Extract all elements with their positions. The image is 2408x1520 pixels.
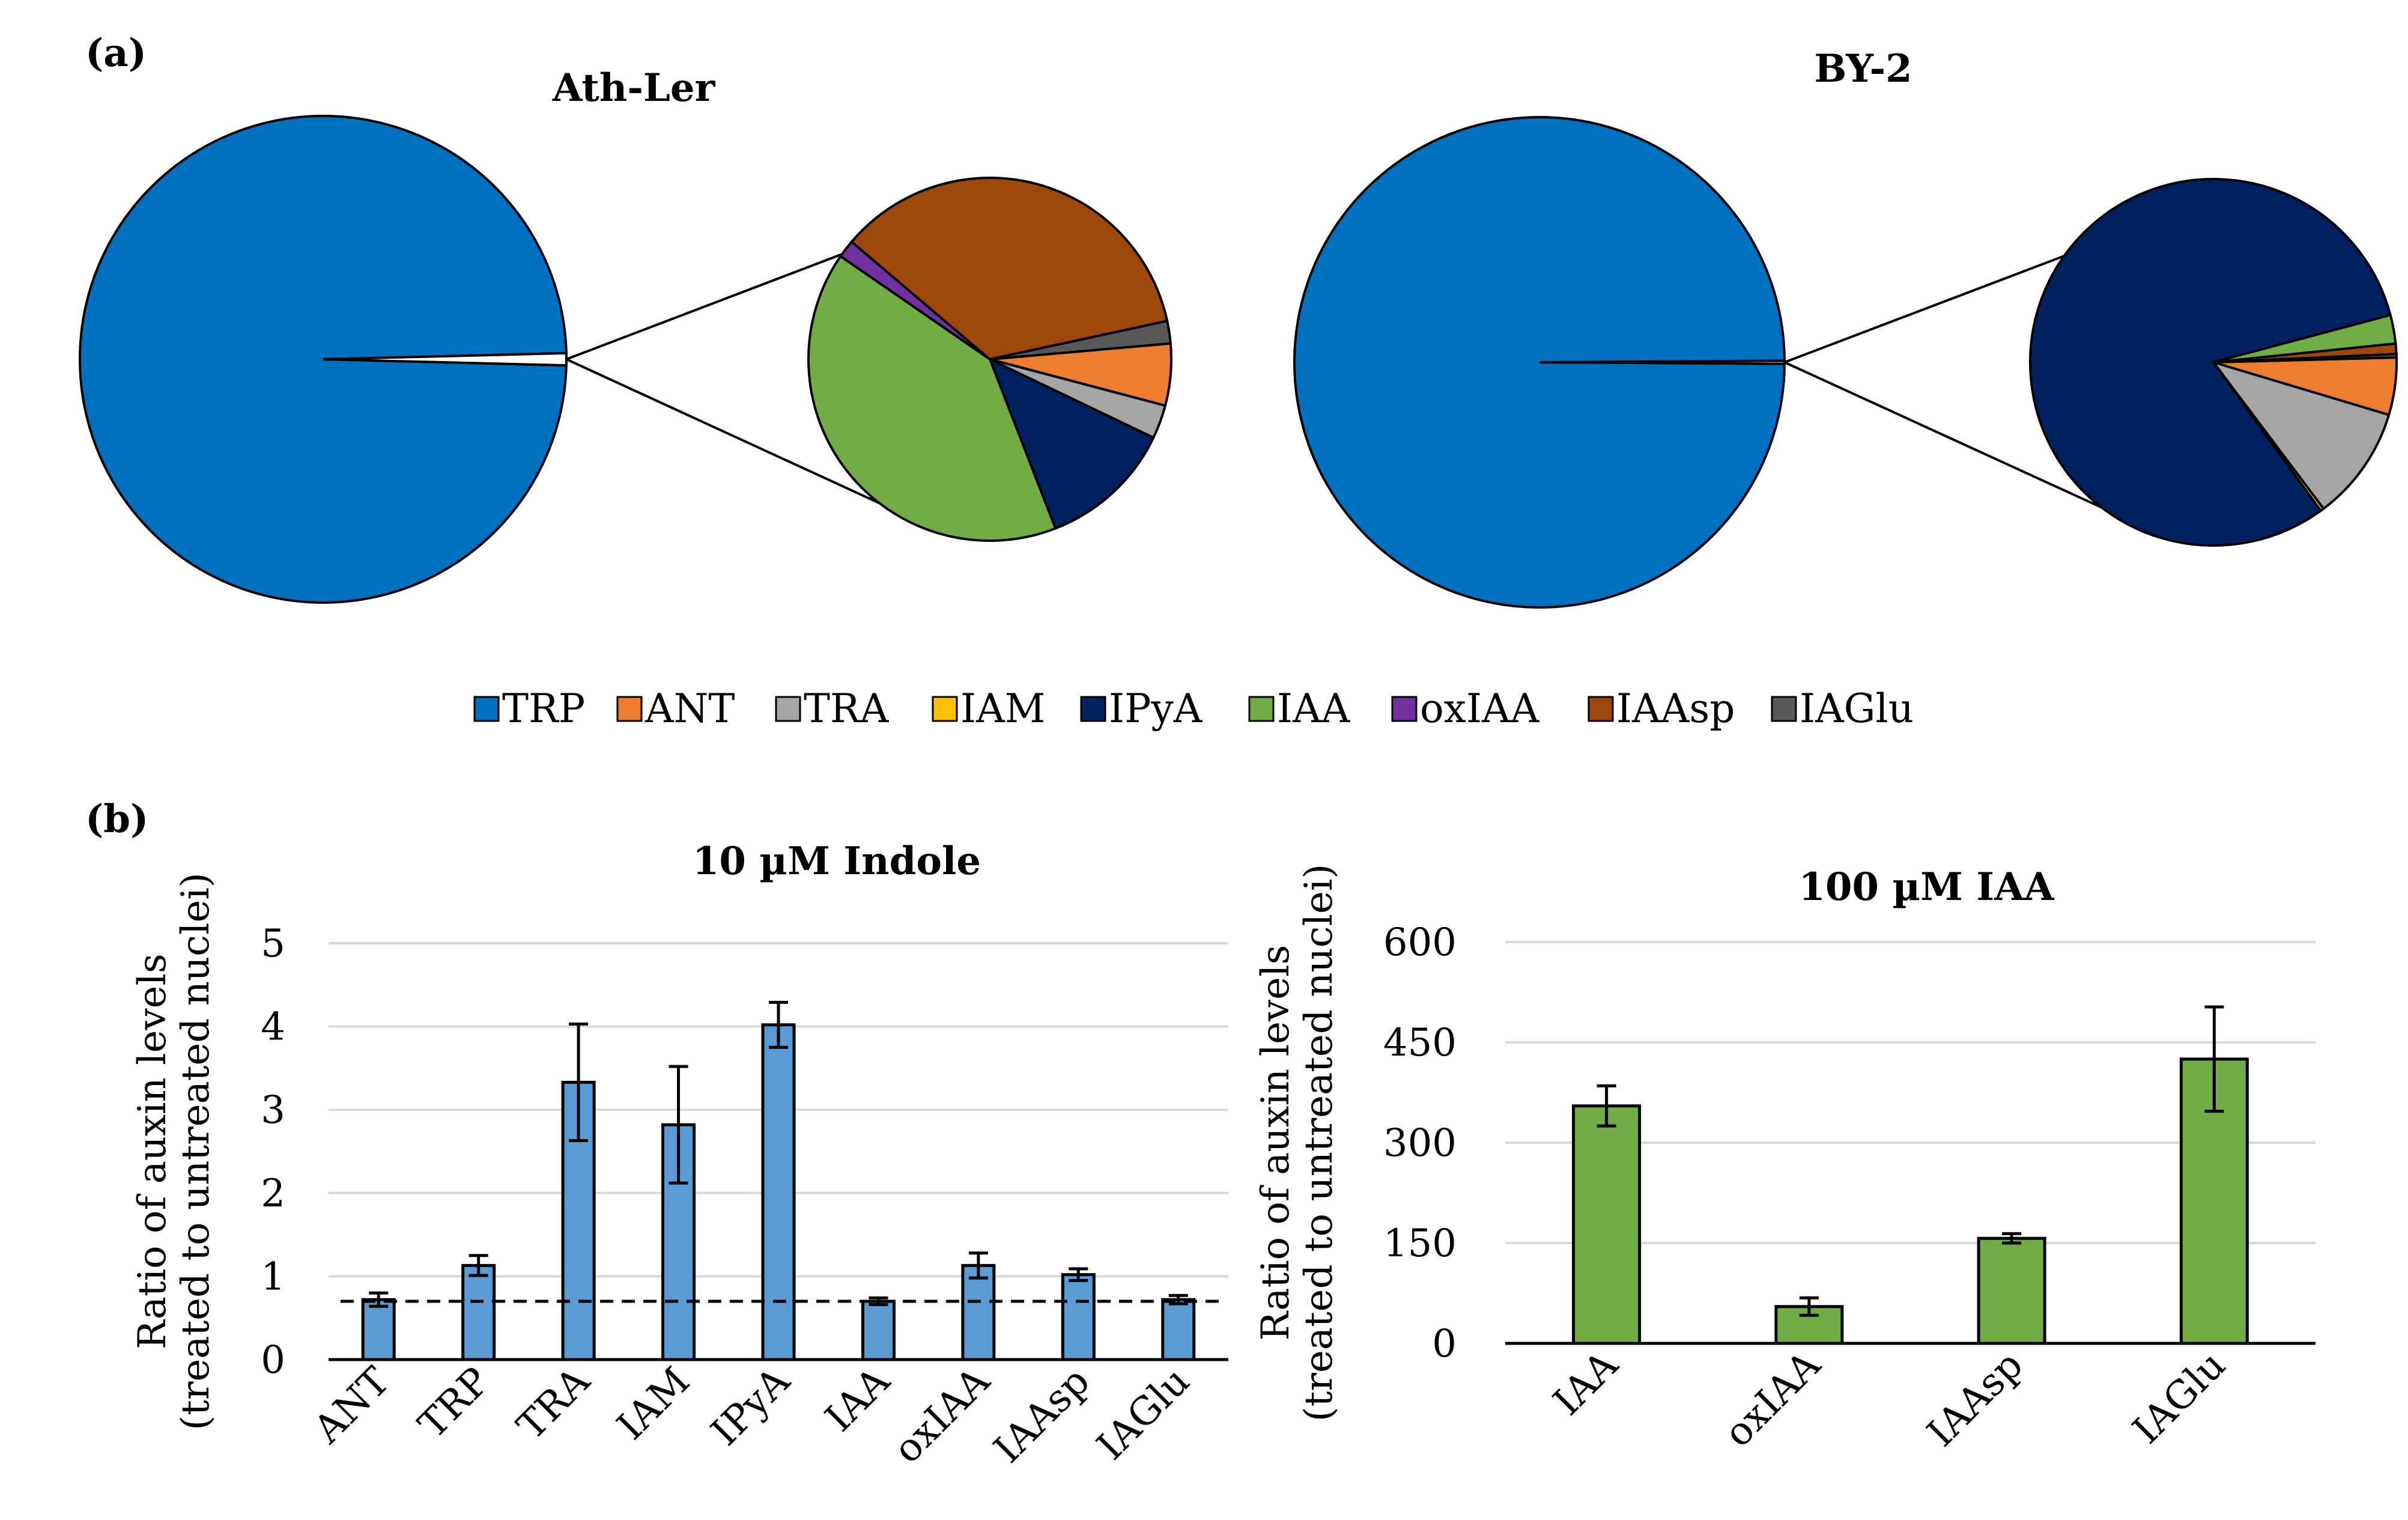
y-tick-label: 450 [1383, 1021, 1457, 1065]
pie-title-ath-ler: Ath-Ler [552, 65, 716, 111]
pie-slice-ath-ler-other [323, 351, 568, 367]
error-bar-trp [469, 1254, 488, 1277]
legend-label-ipya: IPyA [1109, 686, 1203, 732]
pie-detail-slice-ath-ler-iaa [807, 254, 1057, 542]
legend-swatch-iaasp [1588, 696, 1614, 722]
bar-10-m-indole-ipya [761, 1023, 796, 1361]
panel-b-label: (b) [85, 797, 148, 842]
y-tick-label: 3 [261, 1088, 285, 1132]
y-tick-label: 1 [261, 1254, 285, 1299]
error-bar-ipya [769, 1000, 788, 1049]
legend-swatch-iaa [1248, 696, 1275, 722]
error-bar-iaglu [1168, 1294, 1188, 1306]
legend-swatch-ipya [1080, 696, 1106, 722]
legend-label-iaglu: IAGlu [1800, 686, 1914, 732]
error-bar-oxiaa [968, 1251, 988, 1280]
pie-detail-slice-ath-ler-ipya [987, 357, 1156, 530]
legend-swatch-ant [616, 696, 643, 722]
legend-label-iaasp: IAAsp [1616, 686, 1735, 732]
error-bar-ant [369, 1291, 389, 1308]
legend-label-ant: ANT [644, 686, 735, 732]
legend-label-tra: TRA [804, 686, 890, 732]
legend-label-oxiaa: oxIAA [1420, 686, 1540, 732]
pie-detail-slice-ath-ler-iaasp [850, 177, 1169, 361]
error-bar-iam [669, 1065, 688, 1185]
y-tick-label: 150 [1383, 1221, 1457, 1266]
legend-label-iam: IAM [960, 686, 1045, 732]
legend: TRP ANT TRA IAM IPyA IAA oxIAA IAAsp IAGlu [473, 686, 1914, 732]
bar-100-m-iaa-iaa [1572, 1104, 1642, 1345]
y-axis-label: Ratio of auxin levels(treated to untreat… [130, 872, 218, 1430]
legend-label-trp: TRP [502, 686, 585, 732]
bar-title-100-m-iaa: 100 µM IAA [1798, 865, 2054, 910]
y-tick-label: 300 [1383, 1121, 1457, 1166]
bar-10-m-indole-iaa [861, 1300, 896, 1361]
bar-title-10-m-indole: 10 µM Indole [693, 839, 981, 884]
y-tick-label: 5 [261, 922, 285, 966]
bar-10-m-indole-oxiaa [961, 1263, 996, 1361]
bar-100-m-iaa-iaasp [1977, 1236, 2046, 1345]
pie-detail-slice-by-2-tra [2210, 360, 2391, 511]
pie-chart-by2 [1293, 116, 2398, 609]
bar-10-m-indole-trp [461, 1263, 496, 1361]
y-tick-label: 4 [261, 1005, 285, 1050]
legend-swatch-iam [932, 696, 958, 722]
pie-chart-ath-ler [79, 115, 1172, 604]
legend-swatch-oxiaa [1391, 696, 1418, 722]
error-bar-iaglu [2204, 1005, 2224, 1113]
bar-10-m-indole-ant [361, 1298, 396, 1361]
error-bar-iaa [869, 1296, 888, 1307]
pie-connector-bottom [1784, 361, 2114, 514]
pie-detail-slice-by-2-iaglu [2213, 353, 2398, 363]
pie-slice-by-2-other [1539, 359, 1786, 365]
error-bar-iaasp [2002, 1232, 2022, 1245]
pie-detail-slice-ath-ler-iaglu [989, 319, 1172, 360]
legend-swatch-iaglu [1771, 696, 1797, 722]
pie-title-by2: BY-2 [1814, 46, 1912, 91]
pie-connector-bottom [566, 358, 891, 509]
y-tick-label: 0 [261, 1338, 285, 1382]
y-tick-label: 2 [261, 1172, 285, 1216]
error-bar-oxiaa [1799, 1296, 1819, 1317]
y-tick-label: 0 [1432, 1322, 1457, 1366]
error-bar-iaa [1597, 1084, 1616, 1128]
panel-a-label: (a) [85, 31, 147, 76]
y-tick-label: 600 [1383, 920, 1457, 965]
error-bar-tra [569, 1022, 589, 1142]
pie-detail-slice-by-2-ipya [2029, 178, 2392, 547]
error-bar-iaasp [1069, 1267, 1088, 1282]
legend-swatch-trp [473, 696, 500, 722]
bar-10-m-indole-iaglu [1161, 1298, 1196, 1361]
bar-10-m-indole-iaasp [1061, 1273, 1096, 1361]
legend-swatch-tra [775, 696, 801, 722]
y-axis-label: Ratio of auxin levels(treated to untreat… [1254, 864, 1341, 1422]
legend-label-iaa: IAA [1277, 686, 1351, 732]
